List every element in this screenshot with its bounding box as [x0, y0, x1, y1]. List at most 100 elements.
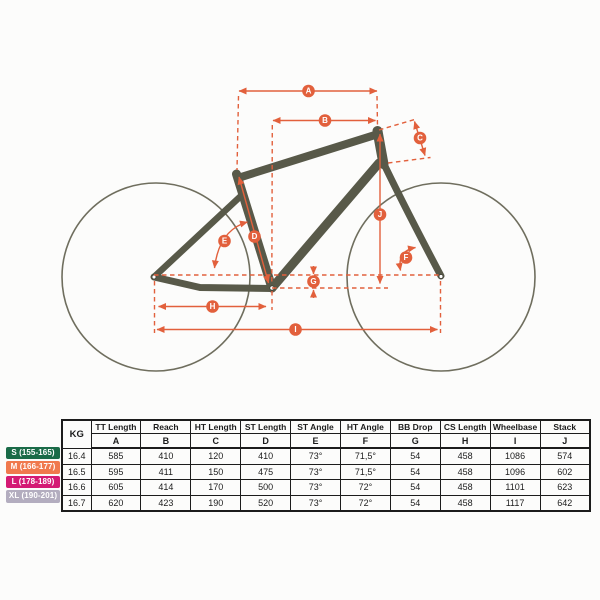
col-letter-G: G	[389, 433, 441, 449]
value-J: 574	[539, 447, 591, 465]
col-letter-F: F	[339, 433, 391, 449]
dim-label-E: E	[218, 234, 231, 248]
dimension-guides	[153, 95, 442, 333]
value-C: 150	[190, 463, 242, 480]
geometry-table: S (155-165) M (166-177) L (178-189) XL (190…	[6, 419, 591, 512]
dim-label-B: B	[318, 114, 332, 127]
svg-text:H: H	[210, 302, 216, 311]
value-H: 458	[439, 479, 491, 496]
table-row-s: 16.4 585 410 120 410 73° 71,5° 54 458 1086 574	[61, 447, 591, 465]
front-wheel	[346, 182, 536, 372]
value-D: 410	[240, 447, 292, 465]
svg-text:A: A	[306, 87, 312, 96]
guide-head-tube-ext-upper	[378, 118, 415, 131]
size-chip-xl: XL (190-201)	[6, 490, 60, 503]
guide-head-tube-ext-lower	[387, 156, 431, 164]
guide-bb-vertical-upper	[271, 124, 273, 285]
value-B: 423	[140, 494, 192, 512]
dim-label-A: A	[302, 84, 315, 98]
value-B: 410	[140, 447, 192, 465]
chainstay-tube	[150, 273, 276, 292]
value-G: 54	[389, 463, 441, 480]
col-letter-D: D	[240, 433, 292, 449]
value-D: 500	[240, 479, 292, 496]
col-letter-C: C	[190, 433, 242, 449]
value-D: 475	[240, 463, 292, 480]
dim-label-F: F	[399, 251, 413, 264]
value-A: 620	[90, 494, 142, 512]
wheels	[61, 182, 536, 372]
dimension-letter-badges: A B C D E F G H I J	[206, 84, 427, 336]
kg-header: KG	[61, 419, 92, 449]
top-tube	[234, 131, 379, 182]
value-E: 73°	[290, 463, 341, 480]
svg-text:D: D	[252, 232, 258, 241]
value-I: 1096	[489, 463, 541, 480]
value-A: 585	[90, 447, 142, 465]
value-E: 73°	[290, 494, 341, 512]
dim-E-seat-angle	[211, 220, 248, 269]
value-B: 414	[140, 479, 192, 496]
fork-blade	[378, 156, 445, 280]
value-F: 71,5°	[339, 447, 391, 465]
col-letter-E: E	[290, 433, 341, 449]
col-header-A: TT Length	[90, 419, 142, 434]
value-G: 54	[389, 447, 441, 465]
kg-value: 16.5	[61, 463, 92, 480]
value-B: 411	[140, 463, 192, 480]
value-G: 54	[389, 494, 441, 512]
value-H: 458	[439, 494, 491, 512]
value-D: 520	[240, 494, 292, 512]
dim-label-D: D	[248, 230, 261, 243]
value-C: 190	[190, 494, 242, 512]
col-letter-H: H	[439, 433, 491, 449]
dimension-arrows	[156, 87, 438, 333]
down-tube	[267, 158, 384, 293]
svg-text:J: J	[378, 210, 382, 219]
front-dropout-dot	[438, 274, 444, 279]
size-chip-l: L (178-189)	[6, 475, 60, 489]
col-header-J: Stack	[539, 419, 591, 434]
size-chip-s: S (155-165)	[6, 446, 60, 460]
seatstay-tube	[150, 190, 247, 281]
value-E: 73°	[290, 479, 341, 496]
value-H: 458	[439, 463, 491, 480]
guide-seat-tube-top	[236, 95, 240, 171]
dim-label-G: G	[307, 275, 320, 288]
col-letter-I: I	[489, 433, 541, 449]
svg-text:G: G	[310, 277, 316, 286]
guide-head-tube-top	[376, 95, 379, 127]
table-row-xl: 16.7 620 423 190 520 73° 72° 54 458 1117 642	[61, 494, 591, 512]
col-letter-J: J	[539, 433, 591, 449]
col-header-C: HT Length	[190, 419, 242, 434]
col-letter-B: B	[140, 433, 192, 449]
svg-text:I: I	[294, 325, 296, 334]
value-H: 458	[439, 447, 491, 465]
value-A: 595	[90, 463, 142, 480]
kg-value: 16.4	[61, 447, 92, 465]
value-A: 605	[90, 479, 142, 496]
table-row-m: 16.5 595 411 150 475 73° 71,5° 54 458 1096 602	[61, 463, 591, 480]
svg-text:E: E	[222, 237, 228, 246]
dim-label-I: I	[289, 323, 302, 336]
value-J: 623	[539, 479, 591, 496]
col-header-F: HT Angle	[339, 419, 391, 434]
svg-text:F: F	[404, 253, 409, 262]
value-E: 73°	[290, 447, 341, 465]
value-F: 71,5°	[339, 463, 391, 480]
col-header-E: ST Angle	[290, 419, 341, 434]
dim-label-H: H	[206, 300, 219, 313]
value-I: 1086	[489, 447, 541, 465]
dim-label-C: C	[413, 131, 427, 145]
col-letter-A: A	[90, 433, 142, 449]
col-header-B: Reach	[140, 419, 192, 434]
kg-value: 16.7	[61, 494, 92, 512]
size-chip-m: M (166-177)	[6, 461, 60, 474]
value-C: 170	[190, 479, 242, 496]
value-I: 1117	[489, 494, 541, 512]
svg-text:B: B	[322, 116, 328, 125]
geometry-spec-table: KG TT Length Reach HT Length ST Length ST An…	[61, 419, 591, 512]
dim-D-seat-tube	[237, 176, 270, 284]
value-I: 1101	[489, 479, 541, 496]
